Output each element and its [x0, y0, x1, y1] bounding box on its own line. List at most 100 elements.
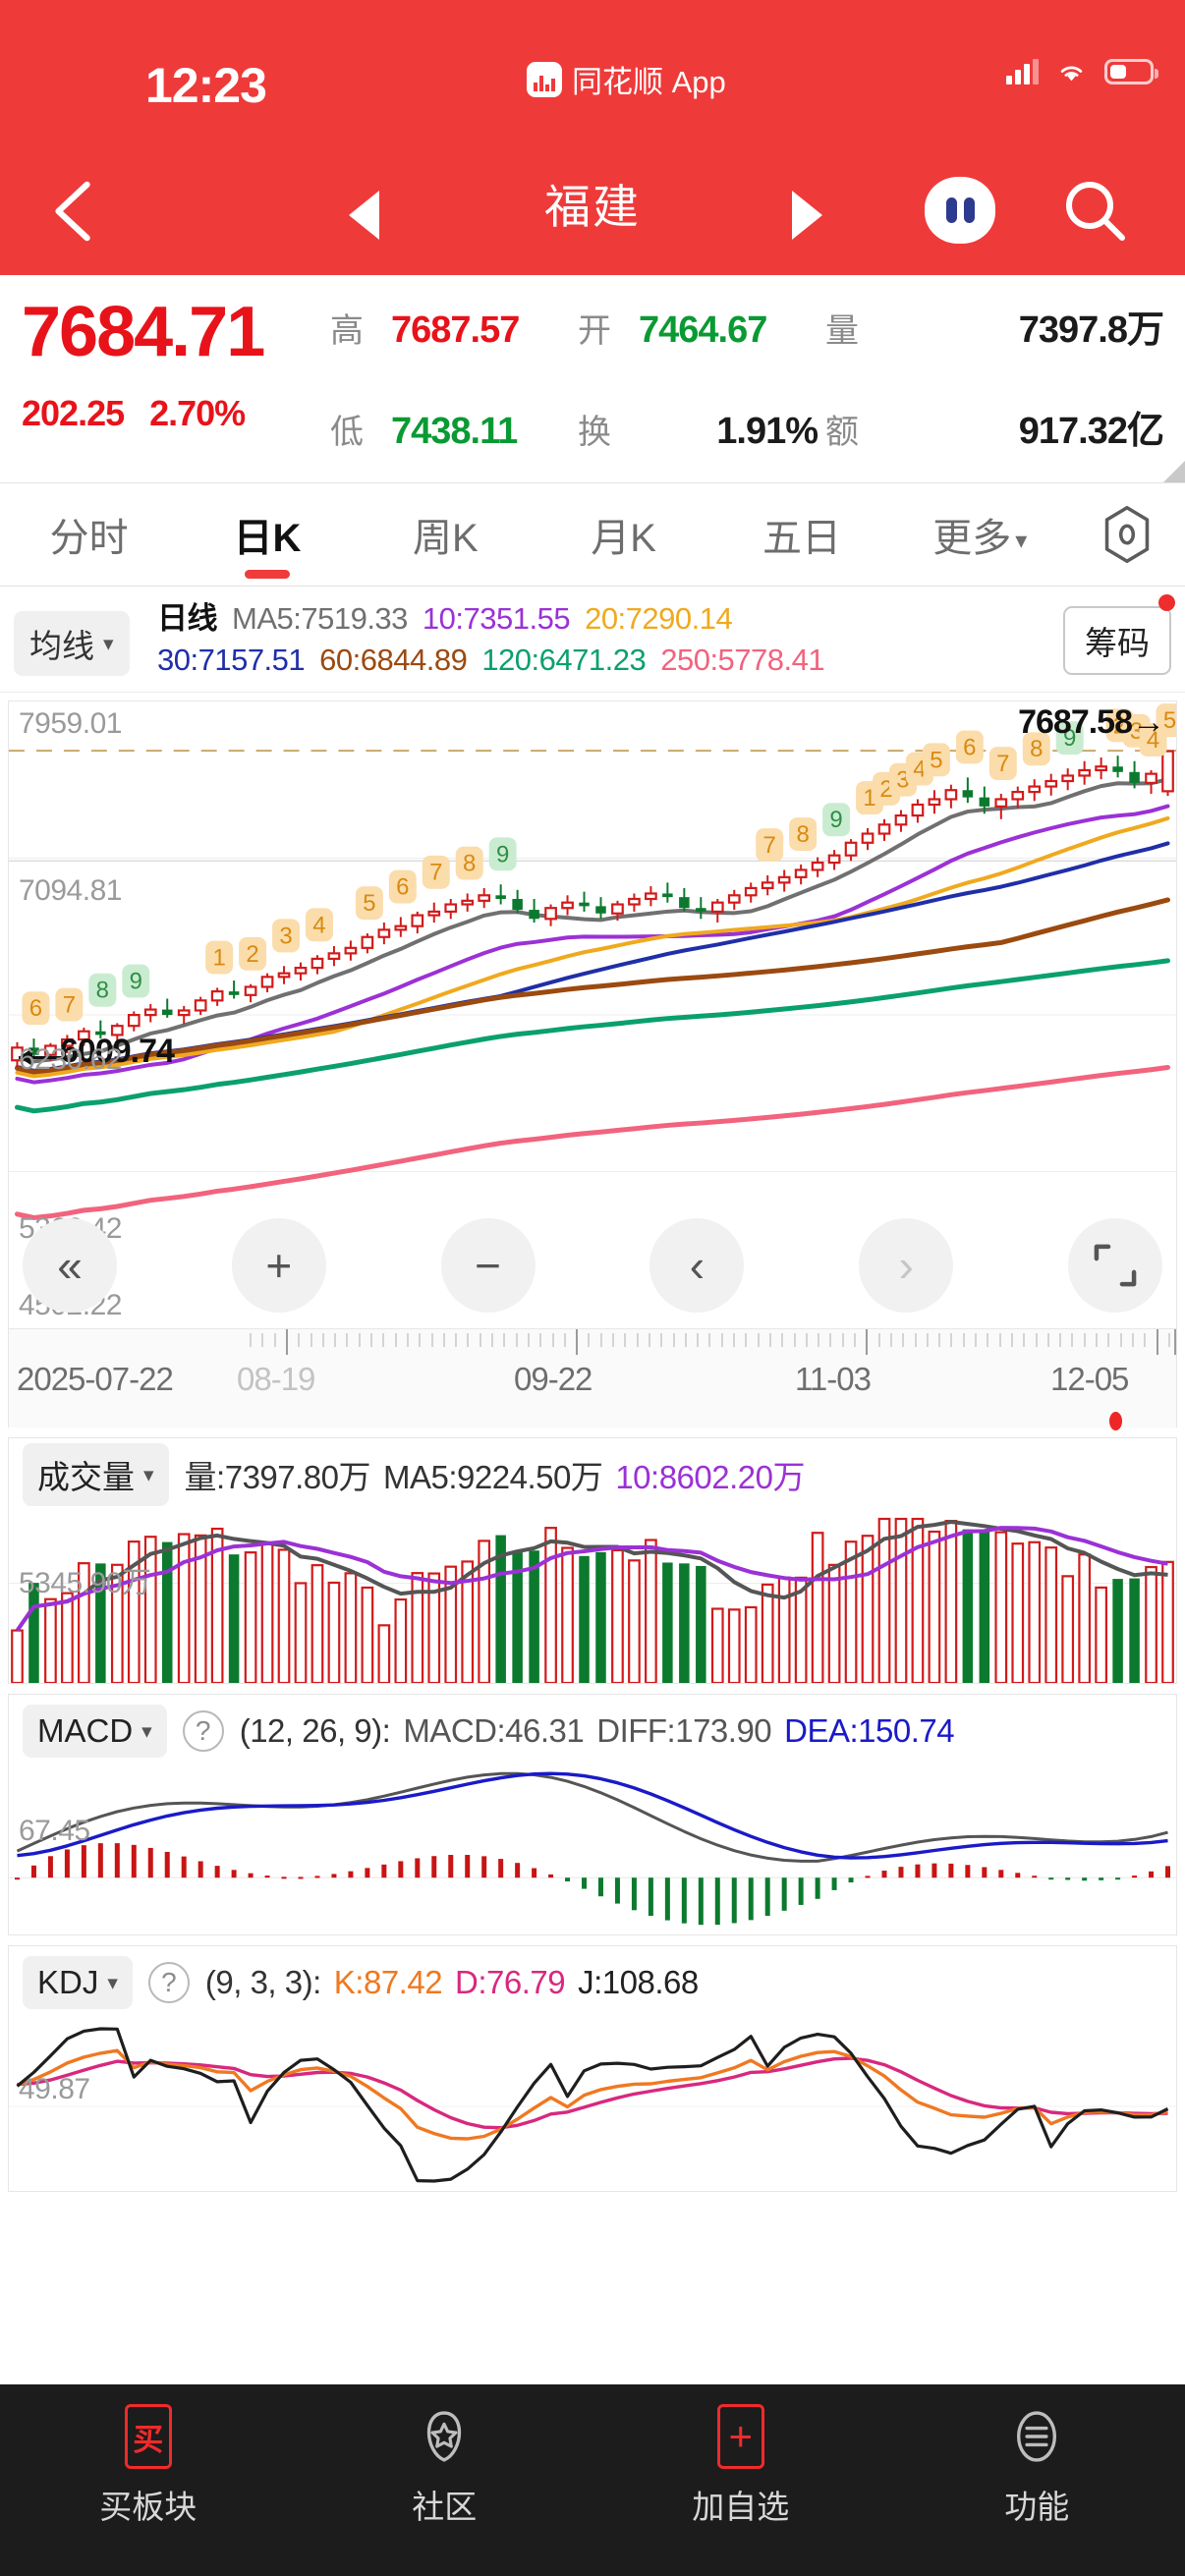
chevron-down-icon: ▾ [103, 632, 114, 655]
buy-sector-icon: 买 [124, 2404, 172, 2469]
nav-item-add-watchlist[interactable]: + 加自选 [592, 2384, 889, 2576]
page-title: 福建 [544, 181, 641, 233]
stat-label-turnover-rate: 换 [578, 414, 611, 451]
volume-bar-chart [9, 1517, 1176, 1683]
ma-item-30: 30:7157.51 [157, 642, 306, 677]
kdj-line-chart [9, 2027, 1176, 2183]
ai-assistant-icon[interactable] [925, 177, 995, 244]
svg-text:1: 1 [212, 945, 225, 972]
nav-item-functions[interactable]: 功能 [889, 2384, 1185, 2576]
macd-diff: DIFF:173.90 [596, 1712, 772, 1749]
kdj-header: KDJ ▾ ? (9, 3, 3): K:87.42 D:76.79 J:108.68 [9, 1946, 1176, 2019]
stat-label-amount: 额 [825, 414, 859, 451]
svg-text:4: 4 [1147, 727, 1159, 754]
chevron-down-icon: ▾ [143, 1463, 154, 1486]
volume-chart-body: 5345.90万 [9, 1511, 1176, 1683]
nav-label-buy-sector: 买板块 [99, 2489, 198, 2525]
question-circle-icon[interactable]: ? [147, 1962, 190, 2003]
ma-indicator-selector[interactable]: 均线 ▾ [14, 611, 130, 676]
macd-dea: DEA:150.74 [784, 1712, 955, 1749]
kdj-panel[interactable]: KDJ ▾ ? (9, 3, 3): K:87.42 D:76.79 J:108.68… [8, 1945, 1177, 2192]
rewind-icon[interactable]: « [23, 1218, 117, 1313]
ma-item-10: 10:7351.55 [422, 601, 571, 636]
kdj-k: K:87.42 [333, 1964, 443, 2000]
expand-corner-icon[interactable] [1163, 461, 1185, 482]
fullscreen-icon[interactable] [1067, 1218, 1162, 1313]
stat-value-high: 7687.57 [391, 309, 520, 351]
nav-item-buy-sector[interactable]: 买 买板块 [0, 2384, 297, 2576]
svg-text:5: 5 [1163, 707, 1176, 734]
x-axis-label-2: 09-22 [514, 1361, 592, 1397]
volume-panel[interactable]: 成交量 ▾ 量:7397.80万 MA5:9224.50万 10:8602.20万 … [8, 1437, 1177, 1684]
zoom-out-icon[interactable]: − [440, 1218, 536, 1313]
macd-header: MACD ▾ ? (12, 26, 9): MACD:46.31 DIFF:173.… [9, 1695, 1176, 1767]
svg-text:9: 9 [1063, 725, 1076, 752]
stat-value-low: 7438.11 [391, 411, 518, 452]
chevron-down-icon: ▾ [107, 1971, 118, 1994]
stat-label-open: 开 [578, 312, 611, 350]
macd-chart-body: 67.45 [9, 1767, 1176, 1934]
pan-right-icon[interactable]: › [859, 1218, 954, 1313]
svg-text:4: 4 [312, 912, 325, 938]
tab-intraday[interactable]: 分时 [49, 517, 129, 560]
macd-selector-label: MACD [37, 1712, 134, 1749]
change-row: 202.25 2.70% [22, 393, 346, 434]
zoom-in-icon[interactable]: + [231, 1218, 326, 1313]
battery-icon [1104, 59, 1158, 84]
svg-text:7: 7 [63, 992, 76, 1019]
tab-daily-k[interactable]: 日K [178, 506, 356, 563]
pan-left-icon[interactable]: ‹ [649, 1218, 745, 1313]
bottom-nav-bar: 买 买板块 社区 + 加自选 功能 [0, 2384, 1185, 2576]
chevron-down-icon: ▾ [141, 1719, 152, 1743]
tab-weekly-k[interactable]: 周K [412, 517, 479, 560]
price-callout-left: 6009.74 [60, 1032, 175, 1070]
ma-item-20: 20:7290.14 [585, 601, 733, 636]
svg-text:3: 3 [279, 923, 292, 949]
search-icon[interactable] [1059, 175, 1130, 246]
app-brand: 同花顺 App [527, 57, 726, 101]
tab-more-label: 更多 [932, 517, 1012, 560]
macd-params: (12, 26, 9): [239, 1712, 391, 1749]
price-callout-left-arrow-icon [19, 1047, 62, 1066]
previous-stock-button[interactable] [349, 191, 379, 240]
nav-bar: 福建 [0, 147, 1185, 275]
svg-text:7: 7 [429, 860, 442, 886]
ma-item-120: 120:6471.23 [481, 642, 647, 677]
svg-text:7: 7 [996, 751, 1009, 777]
ma-item-250: 250:5778.41 [660, 642, 825, 677]
question-circle-icon[interactable]: ? [182, 1710, 224, 1752]
macd-indicator-selector[interactable]: MACD ▾ [23, 1705, 167, 1758]
x-axis: 2025-07-22 08-19 09-22 11-03 12-05 [8, 1329, 1177, 1430]
x-axis-label-4: 12-05 [1050, 1361, 1129, 1397]
kdj-chart-body: 49.87 [9, 2019, 1176, 2191]
kdj-indicator-selector[interactable]: KDJ ▾ [23, 1956, 133, 2009]
ma-item-5: MA5:7519.33 [232, 601, 408, 636]
macd-values: (12, 26, 9): MACD:46.31 DIFF:173.90 DEA:150… [240, 1712, 967, 1750]
svg-text:6: 6 [963, 734, 976, 760]
status-indicators [1006, 59, 1158, 84]
nav-item-community[interactable]: 社区 [297, 2384, 593, 2576]
tab-more[interactable]: 更多 ▾ [891, 506, 1069, 563]
settings-hex-icon[interactable] [1069, 505, 1185, 564]
kdj-selector-label: KDJ [37, 1964, 99, 2000]
tab-five-day[interactable]: 五日 [762, 517, 841, 560]
ths-logo-icon [527, 61, 562, 97]
volume-indicator-selector[interactable]: 成交量 ▾ [23, 1443, 169, 1506]
quote-panel: 7684.71 202.25 2.70% 高 7687.57 开 7464.67… [0, 275, 1185, 483]
chips-button[interactable]: 筹码 [1063, 606, 1171, 675]
svg-text:6: 6 [29, 995, 42, 1022]
tab-monthly-k[interactable]: 月K [591, 517, 656, 560]
stat-value-turnover-rate: 1.91% [716, 411, 818, 452]
macd-panel[interactable]: MACD ▾ ? (12, 26, 9): MACD:46.31 DIFF:173.… [8, 1694, 1177, 1935]
x-axis-label-1: 08-19 [237, 1361, 315, 1397]
current-date-dot-icon [1109, 1412, 1122, 1430]
back-button[interactable] [44, 179, 103, 244]
stat-value-open: 7464.67 [639, 309, 767, 351]
signal-icon [1006, 59, 1039, 84]
volume-selector-label: 成交量 [37, 1459, 135, 1495]
nav-label-add-watchlist: 加自选 [692, 2489, 790, 2525]
volume-ma10: 10:8602.20万 [615, 1459, 805, 1495]
next-stock-button[interactable] [792, 191, 822, 240]
